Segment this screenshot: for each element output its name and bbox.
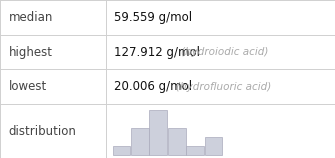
Bar <box>131 128 149 155</box>
Text: 59.559 g/mol: 59.559 g/mol <box>114 11 192 24</box>
Text: lowest: lowest <box>8 80 47 93</box>
Bar <box>186 146 204 155</box>
Text: (hydroiodic acid): (hydroiodic acid) <box>181 47 268 57</box>
Bar <box>205 137 222 155</box>
Bar <box>149 110 167 155</box>
Text: 127.912 g/mol: 127.912 g/mol <box>114 46 200 59</box>
Text: median: median <box>8 11 53 24</box>
Text: (hydrofluoric acid): (hydrofluoric acid) <box>176 82 271 92</box>
Text: distribution: distribution <box>8 125 76 138</box>
Text: 20.006 g/mol: 20.006 g/mol <box>114 80 192 93</box>
Text: highest: highest <box>8 46 52 59</box>
Bar <box>113 146 130 155</box>
Bar <box>168 128 186 155</box>
